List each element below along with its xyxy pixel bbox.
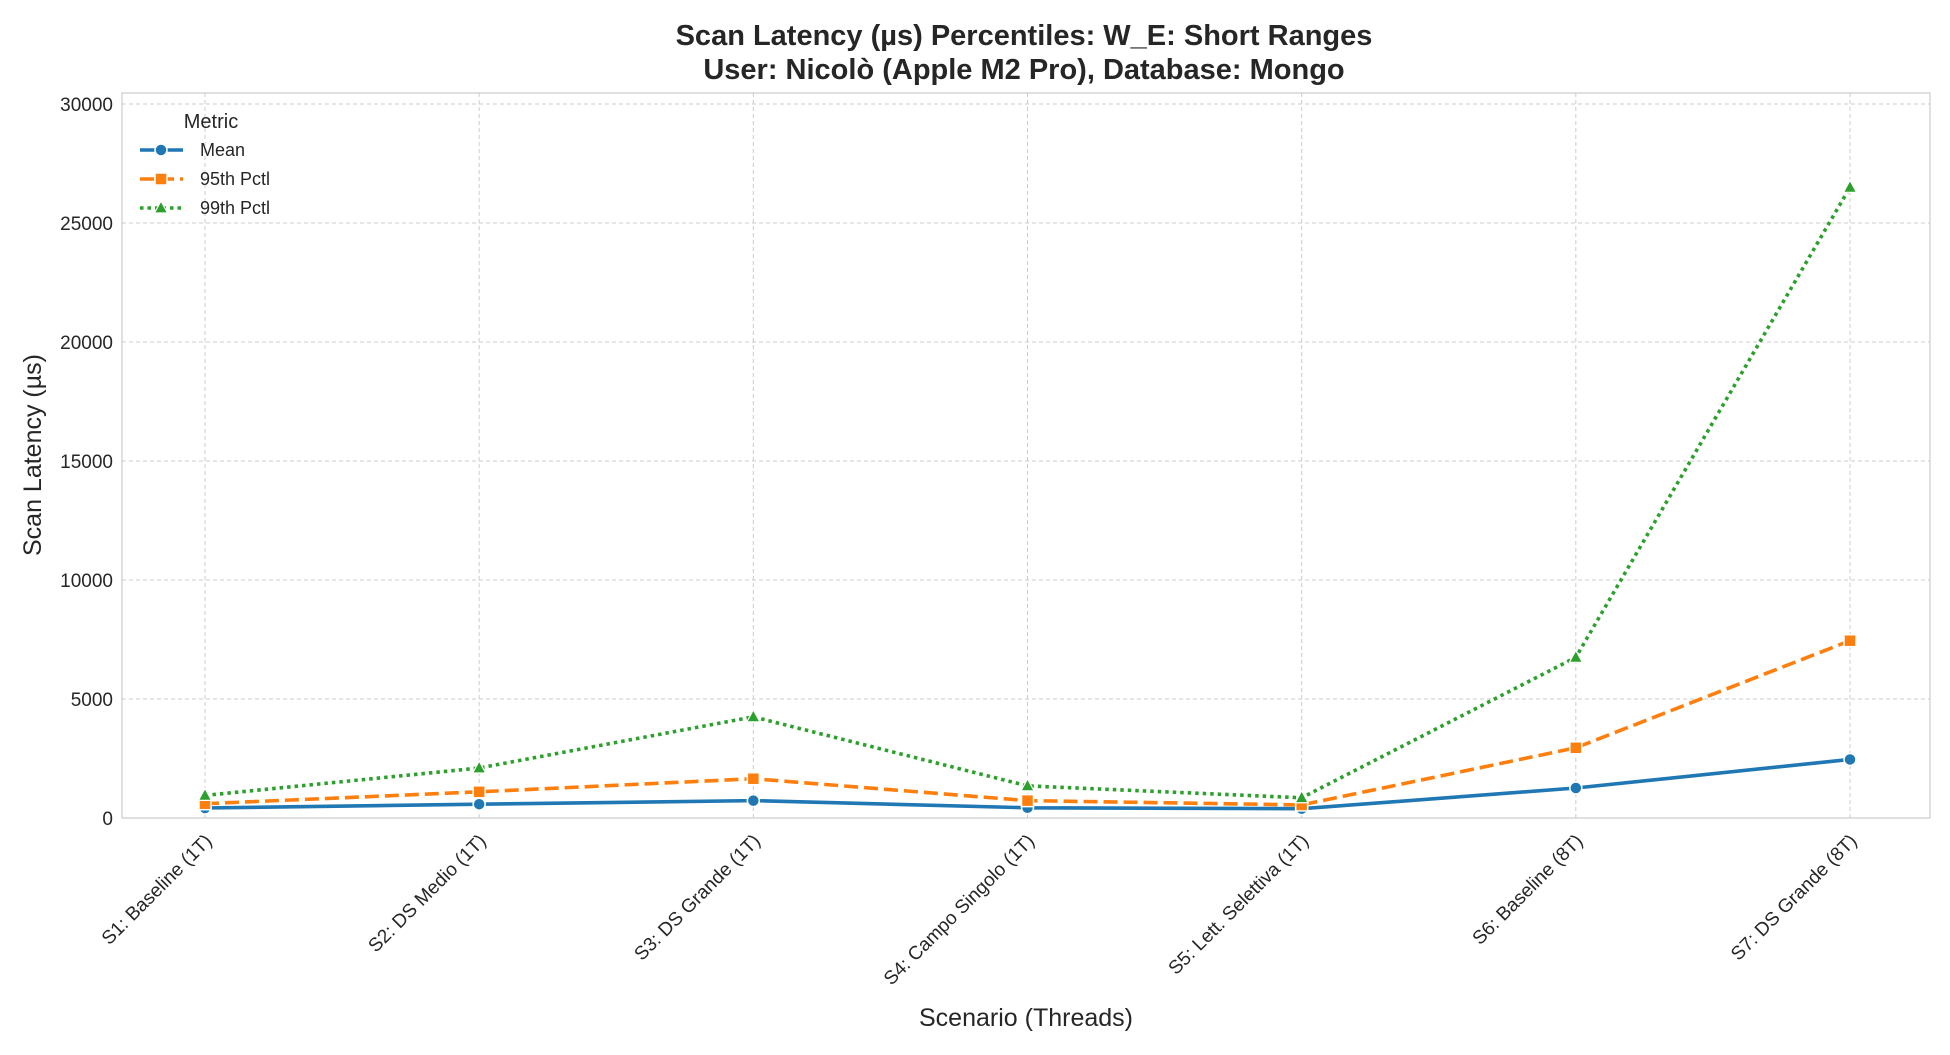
data-point: [1569, 781, 1583, 795]
legend-label: 99th Pctl: [200, 198, 270, 218]
y-tick-label: 10000: [60, 571, 113, 592]
data-point: [472, 785, 486, 799]
data-point: [1842, 179, 1858, 193]
data-point: [471, 759, 487, 774]
x-tick-label: S7: DS Grande (8T): [1727, 831, 1861, 965]
y-axis-label: Scan Latency (µs): [19, 354, 47, 556]
data-point: [1294, 789, 1310, 804]
legend-entry: 95th Pctl: [140, 169, 270, 189]
data-point: [745, 708, 761, 723]
x-tick-label: S1: Baseline (1T): [98, 831, 217, 950]
data-point: [197, 787, 213, 801]
chart-subtitle: User: Nicolò (Apple M2 Pro), Database: M…: [703, 54, 1344, 86]
legend-label: 95th Pctl: [200, 169, 270, 189]
data-point: [1568, 649, 1584, 663]
data-point: [746, 793, 761, 808]
legend-swatch-marker: [153, 199, 169, 214]
legend-swatch-marker: [154, 172, 168, 186]
x-axis-ticks: S1: Baseline (1T) S2: DS Medio (1T) S3: DS…: [98, 831, 1862, 990]
legend-label: Mean: [200, 140, 245, 160]
series-2: [197, 179, 1858, 804]
x-tick-label: S5: Lett. Selettiva (1T): [1165, 831, 1314, 980]
series-group: [197, 179, 1858, 816]
x-tick-label: S6: Baseline (8T): [1469, 831, 1588, 950]
y-axis-ticks: 0 5000 10000 15000 20000 25000 30000: [60, 95, 113, 830]
legend-entry: 99th Pctl: [140, 198, 270, 218]
y-tick-label: 15000: [60, 452, 113, 473]
legend-swatch-marker: [154, 143, 168, 157]
y-tick-label: 0: [102, 809, 113, 830]
plot-area: [121, 92, 1931, 819]
data-point: [1843, 633, 1857, 648]
x-tick-label: S3: DS Grande (1T): [631, 831, 765, 965]
x-tick-label: S4: Campo Singolo (1T): [880, 831, 1039, 990]
data-point: [472, 797, 486, 811]
y-tick-label: 5000: [71, 690, 113, 711]
x-tick-label: S2: DS Medio (1T): [365, 831, 491, 957]
y-tick-label: 20000: [60, 333, 113, 354]
legend: Metric Mean 95th Pctl 99th Pctl: [140, 111, 270, 218]
chart-title: Scan Latency (µs) Percentiles: W_E: Shor…: [676, 20, 1373, 52]
x-axis-label: Scenario (Threads): [919, 1004, 1133, 1032]
data-point: [746, 771, 761, 786]
data-point: [1569, 741, 1583, 755]
data-point: [1843, 752, 1857, 767]
y-tick-label: 30000: [60, 95, 113, 116]
grid: [122, 93, 1930, 819]
data-point: [1020, 793, 1035, 808]
y-tick-label: 25000: [60, 214, 113, 235]
data-point: [1019, 777, 1036, 792]
legend-title: Metric: [184, 111, 238, 133]
legend-entry: Mean: [140, 140, 245, 160]
